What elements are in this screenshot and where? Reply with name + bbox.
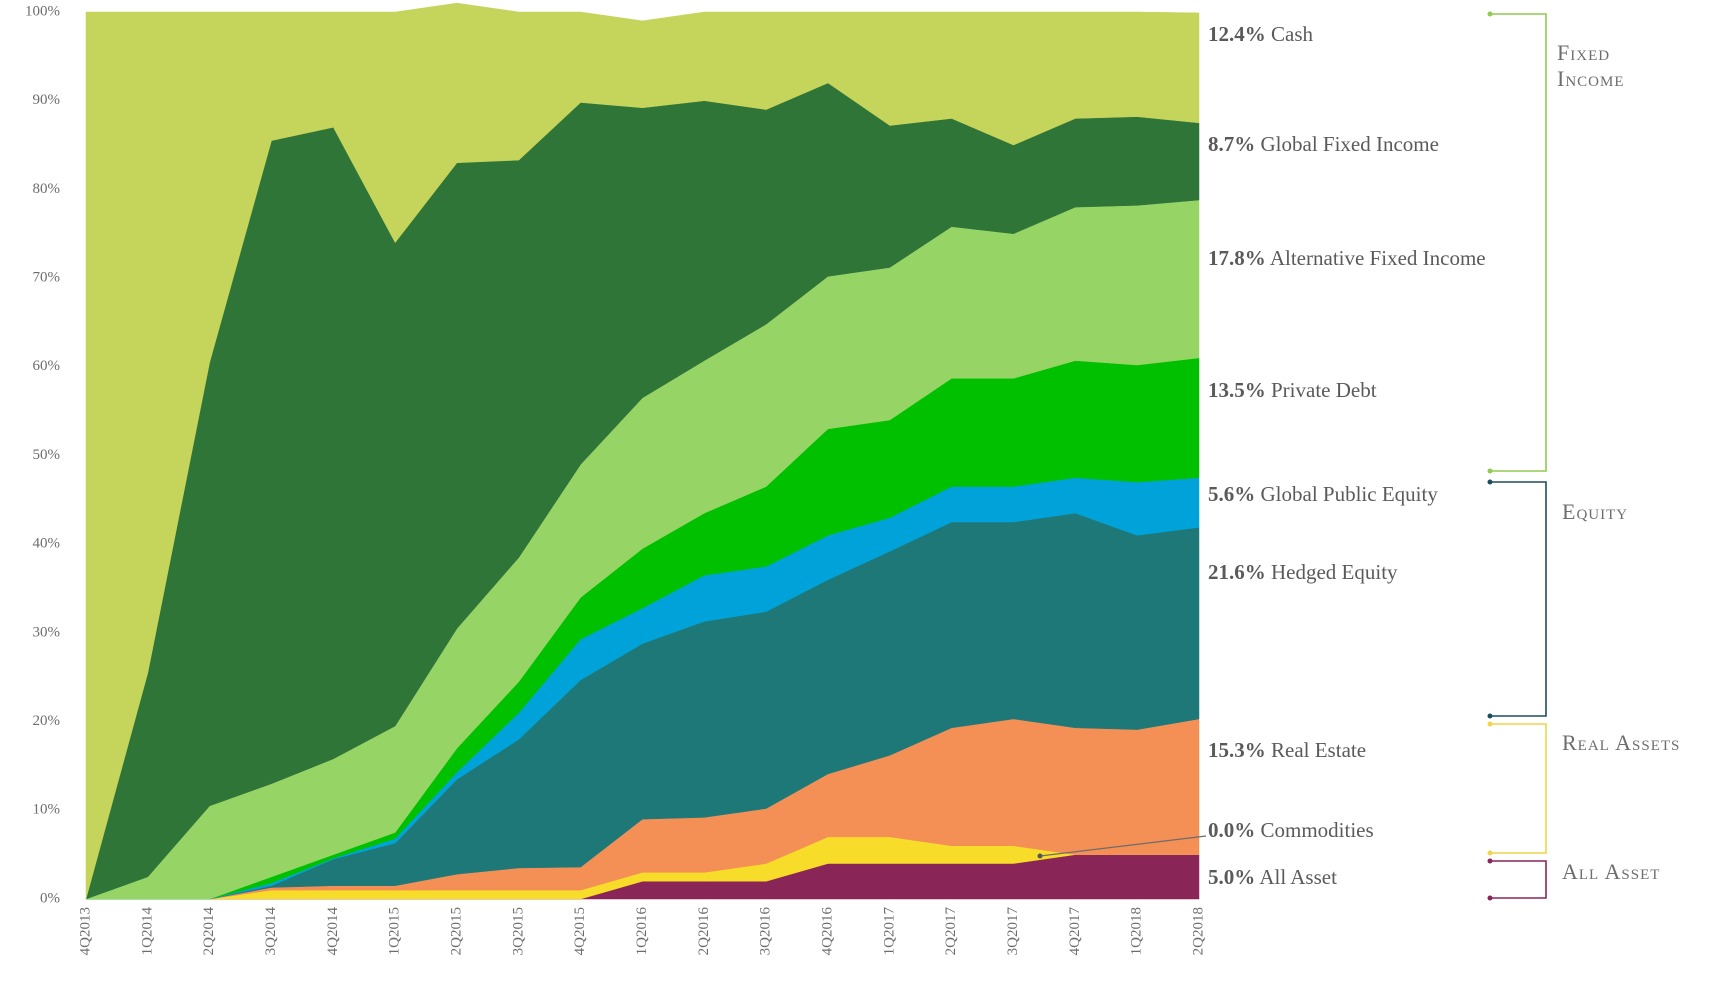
- series-value: 8.7%: [1208, 132, 1255, 156]
- bracket-dot: [1487, 468, 1493, 474]
- x-tick-label: 3Q2014: [263, 907, 279, 956]
- series-value: 5.0%: [1208, 865, 1255, 889]
- group-label: Real Assets: [1562, 730, 1680, 755]
- group-label: Fixed Income: [1557, 40, 1625, 91]
- bracket-dot: [1487, 858, 1493, 864]
- y-tick-label: 20%: [33, 713, 61, 729]
- series-label: 5.6% Global Public Equity: [1208, 482, 1438, 506]
- x-tick-label: 2Q2015: [448, 907, 464, 955]
- x-tick-label: 3Q2017: [1005, 907, 1021, 956]
- x-tick-label: 3Q2015: [510, 907, 526, 955]
- y-tick-label: 80%: [33, 181, 61, 197]
- series-value: 21.6%: [1208, 560, 1266, 584]
- y-tick-label: 30%: [33, 624, 61, 640]
- bracket-dot: [1487, 479, 1493, 485]
- bracket-dot: [1487, 721, 1493, 727]
- x-tick-label: 2Q2017: [943, 907, 959, 956]
- y-tick-label: 90%: [33, 92, 61, 108]
- series-name: Global Fixed Income: [1261, 132, 1439, 156]
- group-label: Equity: [1562, 499, 1628, 524]
- leader-dot: [1037, 853, 1043, 859]
- x-tick-label: 1Q2015: [387, 907, 403, 955]
- series-label: 5.0% All Asset: [1208, 865, 1337, 889]
- series-label: 0.0% Commodities: [1208, 818, 1374, 842]
- bracket-dot: [1487, 713, 1493, 719]
- group-label: All Asset: [1562, 859, 1660, 884]
- series-value: 17.8%: [1208, 246, 1266, 270]
- x-tick-label: 1Q2017: [881, 907, 897, 956]
- series-label: 8.7% Global Fixed Income: [1208, 132, 1439, 156]
- group-bracket: [1490, 13, 1547, 472]
- series-value: 13.5%: [1208, 378, 1266, 402]
- series-name: Cash: [1271, 22, 1314, 46]
- x-tick-label: 4Q2014: [325, 907, 341, 956]
- leader-line: [1039, 835, 1207, 857]
- x-tick-label: 4Q2013: [77, 907, 93, 955]
- series-label: 12.4% Cash: [1208, 22, 1314, 46]
- x-tick-label: 2Q2018: [1190, 907, 1206, 955]
- series-name: Commodities: [1261, 818, 1374, 842]
- series-name: Real Estate: [1271, 738, 1366, 762]
- x-tick-label: 4Q2016: [819, 907, 835, 956]
- x-tick-label: 2Q2016: [696, 907, 712, 956]
- y-tick-label: 70%: [33, 270, 61, 286]
- group-label-line: Fixed: [1557, 40, 1610, 65]
- series-name: Global Public Equity: [1261, 482, 1439, 506]
- series-label: 17.8% Alternative Fixed Income: [1208, 246, 1486, 270]
- series-label: 13.5% Private Debt: [1208, 378, 1377, 402]
- x-tick-label: 2Q2014: [201, 907, 217, 956]
- x-tick-label: 4Q2017: [1067, 907, 1083, 956]
- area: [85, 2, 1200, 900]
- series-label: 15.3% Real Estate: [1208, 738, 1366, 762]
- x-tick-label: 3Q2016: [758, 907, 774, 956]
- group-bracket: [1490, 723, 1547, 854]
- y-tick-label: 40%: [33, 536, 61, 552]
- bracket-dot: [1487, 11, 1493, 17]
- x-tick-label: 1Q2018: [1129, 907, 1145, 955]
- x-tick-label: 1Q2016: [634, 907, 650, 956]
- group-label-line: Income: [1557, 66, 1625, 91]
- series-value: 0.0%: [1208, 818, 1255, 842]
- series-value: 15.3%: [1208, 738, 1266, 762]
- y-tick-label: 50%: [33, 447, 61, 463]
- y-tick-label: 10%: [33, 802, 61, 818]
- series-name: Alternative Fixed Income: [1270, 246, 1486, 270]
- bracket-dot: [1487, 895, 1493, 901]
- y-tick-label: 60%: [33, 358, 61, 374]
- bracket-dot: [1487, 850, 1493, 856]
- series-value: 12.4%: [1208, 22, 1266, 46]
- x-tick-label: 1Q2014: [139, 907, 155, 956]
- series-value: 5.6%: [1208, 482, 1255, 506]
- series-name: Private Debt: [1271, 378, 1377, 402]
- y-tick-label: 0%: [40, 890, 60, 906]
- group-bracket: [1490, 860, 1547, 899]
- x-tick-label: 4Q2015: [572, 907, 588, 955]
- series-name: Hedged Equity: [1271, 560, 1398, 584]
- series-name: All Asset: [1259, 865, 1337, 889]
- series-label: 21.6% Hedged Equity: [1208, 560, 1398, 584]
- group-bracket: [1490, 481, 1547, 717]
- y-tick-label: 100%: [25, 3, 60, 19]
